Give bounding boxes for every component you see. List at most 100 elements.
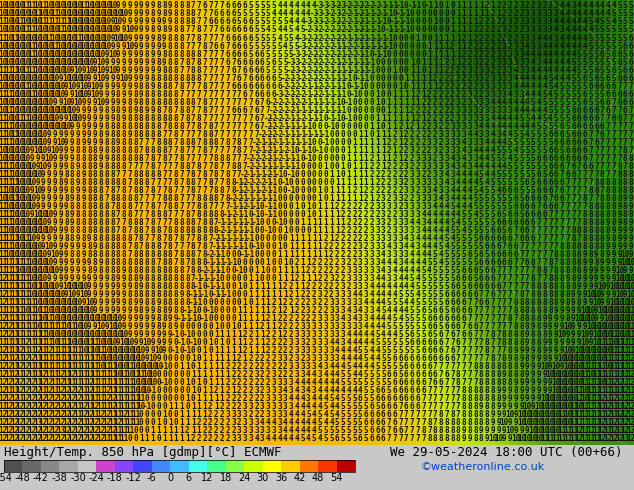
Text: 10: 10 — [552, 418, 560, 427]
Text: 2: 2 — [260, 394, 264, 403]
Text: 3: 3 — [525, 33, 529, 43]
Text: 10: 10 — [574, 362, 584, 371]
Text: 1: 1 — [214, 346, 219, 355]
Text: 5: 5 — [444, 274, 449, 283]
Text: 1: 1 — [277, 274, 282, 283]
Text: 10: 10 — [39, 98, 48, 107]
Text: 10: 10 — [33, 170, 42, 179]
Text: 0: 0 — [306, 194, 311, 203]
Text: 11: 11 — [113, 387, 123, 395]
Text: 1: 1 — [219, 354, 224, 363]
Text: 2: 2 — [502, 33, 507, 43]
Text: 4: 4 — [375, 346, 380, 355]
Text: 6: 6 — [427, 354, 432, 363]
Text: 0: 0 — [312, 122, 316, 131]
Text: 5: 5 — [542, 90, 547, 98]
Text: 4: 4 — [375, 274, 380, 283]
Text: 7: 7 — [542, 234, 547, 243]
Text: 7: 7 — [219, 98, 224, 107]
Text: 2: 2 — [450, 98, 455, 107]
Text: 7: 7 — [514, 314, 518, 323]
Text: 5: 5 — [283, 57, 288, 67]
Text: 3: 3 — [415, 210, 420, 219]
Text: 6: 6 — [629, 33, 633, 43]
Text: 2: 2 — [323, 274, 328, 283]
Text: 10: 10 — [569, 362, 578, 371]
Text: 2: 2 — [375, 162, 380, 171]
Text: 5: 5 — [254, 33, 259, 43]
Text: 9: 9 — [629, 250, 633, 259]
Text: 9: 9 — [502, 411, 507, 419]
Text: 5: 5 — [375, 378, 380, 388]
Text: 0: 0 — [392, 49, 397, 58]
Text: 2: 2 — [318, 298, 322, 307]
Text: 9: 9 — [519, 346, 524, 355]
Text: 8: 8 — [514, 306, 518, 315]
Text: -1: -1 — [217, 282, 226, 291]
Text: 9: 9 — [75, 290, 81, 299]
Text: 11: 11 — [113, 411, 123, 419]
Text: 8: 8 — [133, 122, 138, 131]
Text: 7: 7 — [548, 234, 553, 243]
Text: 9: 9 — [623, 234, 628, 243]
Text: 6: 6 — [467, 290, 472, 299]
Text: 10: 10 — [154, 346, 163, 355]
Text: 8: 8 — [75, 138, 81, 147]
Text: 5: 5 — [467, 210, 472, 219]
Text: 0: 0 — [145, 411, 150, 419]
Text: 7: 7 — [162, 162, 167, 171]
Text: 4: 4 — [491, 138, 495, 147]
Text: 11: 11 — [598, 411, 607, 419]
Text: 9: 9 — [145, 314, 150, 323]
Text: -1: -1 — [223, 234, 232, 243]
Text: 4: 4 — [583, 18, 587, 26]
Text: 10: 10 — [91, 42, 100, 50]
Text: 3: 3 — [358, 258, 363, 267]
Text: 9: 9 — [58, 146, 63, 155]
Text: 3: 3 — [439, 178, 443, 187]
Text: 3: 3 — [456, 138, 460, 147]
Text: 12: 12 — [56, 411, 65, 419]
Text: 8: 8 — [70, 170, 74, 179]
Text: 10: 10 — [609, 322, 618, 331]
Text: 11: 11 — [615, 402, 624, 412]
Text: -2: -2 — [321, 49, 330, 58]
Text: 8: 8 — [174, 122, 178, 131]
Text: 10: 10 — [16, 33, 25, 43]
Text: 6: 6 — [456, 298, 460, 307]
Text: 9: 9 — [629, 202, 633, 211]
Text: 7: 7 — [127, 170, 132, 179]
Text: 0: 0 — [145, 394, 150, 403]
Text: -1: -1 — [356, 42, 365, 50]
Text: 5: 5 — [588, 57, 593, 67]
Text: 7: 7 — [611, 106, 616, 115]
Text: 8: 8 — [122, 178, 126, 187]
Text: 1: 1 — [301, 234, 305, 243]
Text: 11: 11 — [580, 435, 590, 443]
Text: 4: 4 — [329, 378, 333, 388]
Text: 9: 9 — [53, 242, 57, 251]
Text: 3: 3 — [375, 218, 380, 227]
Text: 5: 5 — [600, 33, 604, 43]
Text: 6: 6 — [617, 114, 622, 122]
Text: 0: 0 — [352, 106, 357, 115]
Text: 6: 6 — [243, 1, 247, 10]
Text: 10: 10 — [50, 82, 60, 91]
Text: 10: 10 — [67, 82, 77, 91]
Text: 1: 1 — [295, 250, 299, 259]
Text: 7: 7 — [415, 411, 420, 419]
Text: 8: 8 — [197, 194, 201, 203]
Text: 11: 11 — [552, 435, 560, 443]
Text: 3: 3 — [450, 122, 455, 131]
Text: 3: 3 — [462, 130, 466, 139]
Text: 3: 3 — [404, 210, 409, 219]
Text: 4: 4 — [301, 402, 305, 412]
Text: -1: -1 — [217, 250, 226, 259]
Text: 11: 11 — [0, 266, 8, 275]
Text: 4: 4 — [519, 98, 524, 107]
Text: 11: 11 — [33, 338, 42, 347]
Text: 0: 0 — [398, 33, 403, 43]
Text: 10: 10 — [61, 330, 71, 339]
Text: 0: 0 — [444, 25, 449, 34]
Text: 7: 7 — [191, 162, 195, 171]
